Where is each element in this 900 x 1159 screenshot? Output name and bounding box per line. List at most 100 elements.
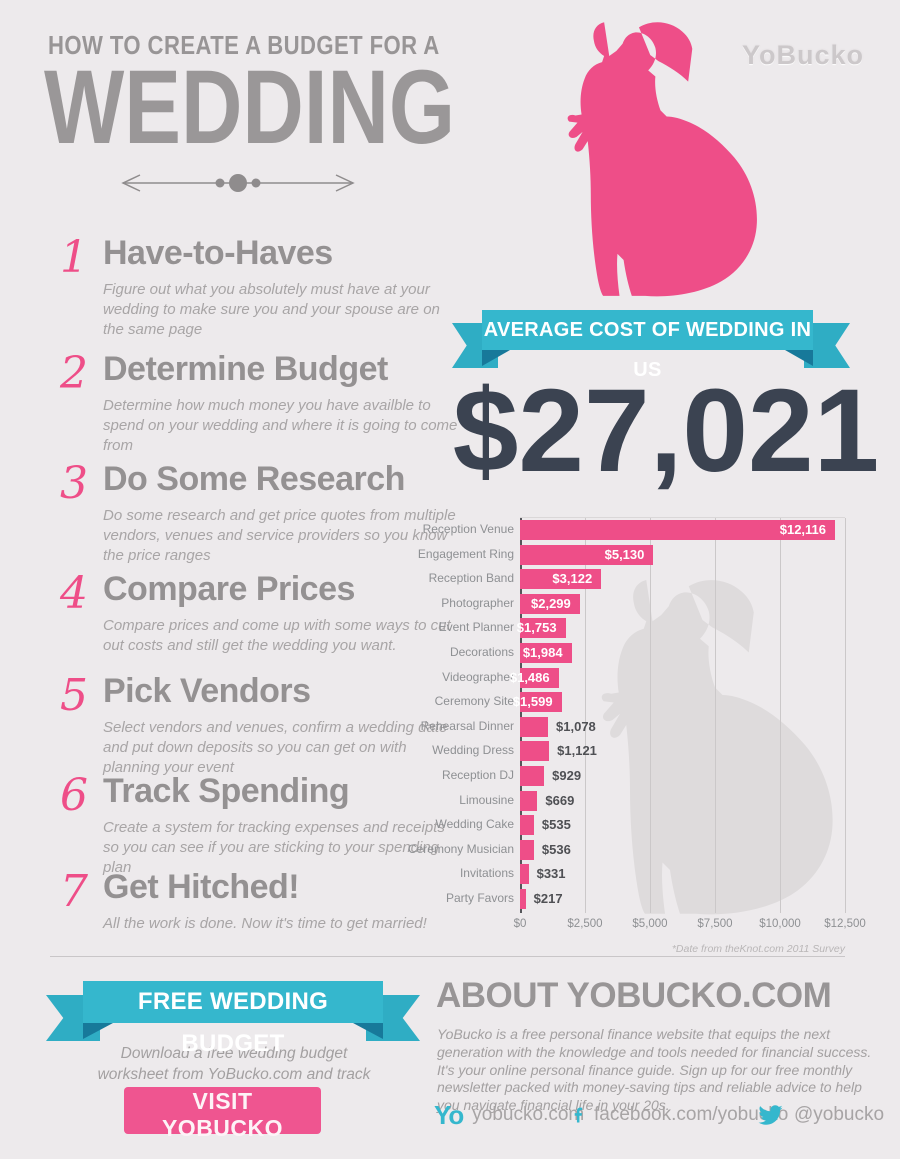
chart-gridline [780, 518, 781, 913]
step-item: 1 Have-to-Haves Figure out what you abso… [48, 232, 468, 340]
chart-gridline [650, 518, 651, 913]
chart-gridline [585, 518, 586, 913]
step-title: Do Some Research [103, 460, 405, 498]
bar-value-label: $12,116 [779, 522, 827, 537]
bar-value-label: $1,984 [522, 645, 563, 660]
step-number: 7 [60, 866, 88, 917]
chart-bar-row: $217 [520, 889, 845, 909]
yobucko-logo: YoBucko [742, 40, 865, 70]
chart-bar-row: $1,078 [520, 716, 845, 737]
social-link-twitter[interactable]: @yobucko [756, 1098, 884, 1132]
bar-value-label: $1,599 [512, 694, 553, 710]
social-label: yobucko.com [472, 1104, 585, 1125]
step-number: 3 [60, 458, 88, 509]
facebook-icon [574, 1107, 583, 1123]
chart-bar [520, 889, 526, 909]
chart-category-label: Event Planner [438, 620, 514, 635]
social-link-facebook[interactable]: facebook.com/yobucko [570, 1098, 788, 1132]
step-item: 7 Get Hitched! All the work is done. Now… [48, 866, 468, 934]
step-number: 5 [60, 670, 88, 721]
couple-silhouette-icon [567, 22, 757, 297]
bar-value-label: $331 [536, 866, 566, 882]
step-item: 6 Track Spending Create a system for tra… [48, 770, 468, 878]
chart-bar-row: $669 [520, 790, 845, 811]
step-description: All the work is done. Now it's time to g… [103, 914, 427, 932]
chart-category-label: Videographer [442, 669, 514, 684]
chart-bar-row: $1,753 [517, 618, 845, 639]
chart-axis-line [520, 518, 522, 913]
chart-category-label: Invitations [459, 866, 514, 881]
average-cost-ribbon-label: AVERAGE COST OF WEDDING IN US [482, 310, 813, 381]
step-number: 2 [60, 348, 88, 399]
chart-category-label: Rehearsal Dinner [420, 718, 514, 733]
chart-bar-row: $1,599 [513, 692, 845, 713]
chart-category-label: Wedding Dress [432, 743, 514, 758]
chart-bar-row: $5,130 [520, 544, 845, 565]
chart-bar [520, 790, 538, 811]
bar-value-label: $929 [552, 768, 582, 783]
chart-x-tick: $12,500 [824, 918, 866, 930]
wedding-cost-amount: $27,021 [452, 365, 880, 497]
chart-gridline [715, 518, 716, 913]
visit-yobucko-button[interactable]: VISIT YOBUCKO [124, 1087, 321, 1141]
chart-bar-row: $1,121 [520, 741, 845, 762]
page-title: WEDDING [44, 49, 456, 166]
step-description: Determine how much money you have availb… [103, 396, 458, 455]
chart-category-label: Reception Band [428, 571, 514, 586]
chart-bar-row: $1,984 [520, 643, 845, 663]
step-title: Pick Vendors [103, 672, 311, 710]
chart-bar-row: $3,122 [520, 569, 845, 590]
chart-category-label: Engagement Ring [417, 546, 514, 561]
chart-bar: $2,299 [520, 593, 580, 614]
chart-bar-row: $535 [520, 815, 845, 836]
chart-bar-row: $929 [520, 766, 845, 786]
social-link-website[interactable]: Yo yobucko.com [434, 1098, 584, 1132]
chart-bar-row: $1,486 [510, 667, 845, 688]
step-item: 2 Determine Budget Determine how much mo… [48, 348, 468, 456]
step-number: 1 [60, 232, 88, 283]
chart-bar: $5,130 [520, 544, 654, 565]
chart-category-label: Decorations [449, 645, 514, 659]
chart-bar: $12,116 [520, 520, 836, 540]
chart-bar-row: $536 [520, 839, 845, 860]
section-divider [50, 956, 845, 957]
step-description: Do some research and get price quotes fr… [103, 506, 456, 565]
chart-bar: $3,122 [520, 569, 602, 590]
social-label: facebook.com/yobucko [594, 1104, 789, 1125]
step-number: 4 [60, 568, 88, 619]
social-row: Yo yobucko.com facebook.com/yobucko @yob… [434, 1098, 884, 1132]
bar-value-label: $1,078 [556, 718, 596, 734]
chart-category-label: Ceremony Site [434, 694, 514, 709]
about-text: YoBucko is a free personal finance websi… [437, 1026, 872, 1114]
bar-value-label: $3,122 [552, 571, 593, 587]
social-label: @yobucko [794, 1104, 885, 1125]
bar-value-label: $535 [541, 817, 571, 833]
chart-x-tick: $7,500 [697, 918, 733, 930]
bar-value-label: $669 [545, 792, 575, 808]
step-item: 4 Compare Prices Compare prices and come… [48, 568, 468, 656]
chart-category-label: Reception DJ [441, 768, 514, 782]
chart-category-label: Reception Venue [422, 522, 514, 536]
bar-value-label: $1,486 [509, 669, 550, 685]
chart-bar-row: $331 [520, 864, 845, 885]
step-title: Compare Prices [103, 570, 355, 608]
chart-x-tick: $5,000 [632, 918, 668, 930]
step-title: Track Spending [103, 772, 350, 810]
step-description: Figure out what you absolutely must have… [103, 280, 440, 339]
chart-x-tick: $10,000 [759, 918, 801, 930]
bar-value-label: $5,130 [604, 546, 645, 562]
step-title: Determine Budget [103, 350, 388, 388]
chart-bar: $1,753 [517, 618, 566, 639]
step-title: Have-to-Haves [103, 234, 333, 272]
chart-category-label: Photographer [441, 595, 514, 610]
step-number: 6 [60, 770, 88, 821]
chart-bar-row: $2,299 [520, 593, 845, 614]
free-budget-ribbon: FREE WEDDING BUDGET [46, 981, 420, 1057]
step-item: 5 Pick Vendors Select vendors and venues… [48, 670, 468, 778]
chart-gridline [845, 518, 846, 913]
chart-category-label: Limousine [459, 792, 514, 807]
step-title: Get Hitched! [103, 868, 300, 906]
about-title: ABOUT YOBUCKO.COM [436, 976, 832, 1015]
step-description: Create a system for tracking expenses an… [103, 818, 445, 877]
